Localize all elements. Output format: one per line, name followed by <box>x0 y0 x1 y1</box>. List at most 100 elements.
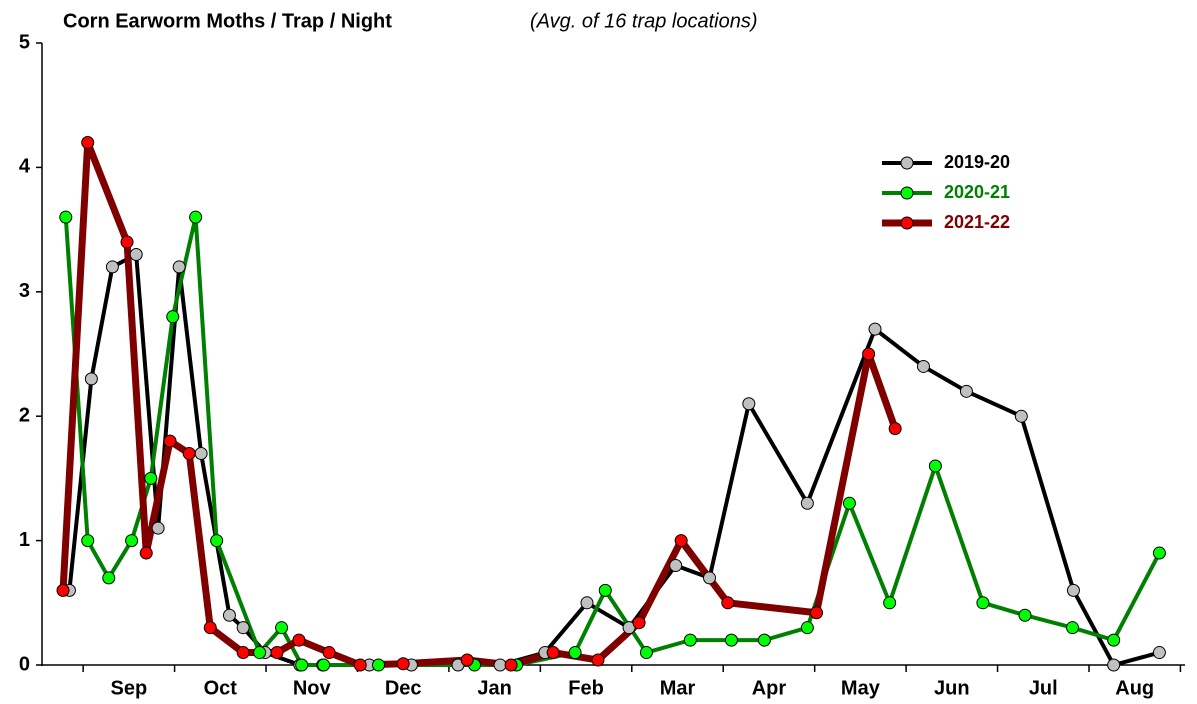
data-point <box>757 633 771 647</box>
data-point <box>275 621 289 635</box>
data-point <box>724 633 738 647</box>
x-tick-label: Dec <box>385 677 422 699</box>
y-tick-label: 1 <box>19 529 30 551</box>
data-point <box>493 658 507 672</box>
data-point <box>139 546 153 560</box>
data-point <box>598 583 612 597</box>
data-point <box>862 347 876 361</box>
data-point <box>322 646 336 660</box>
y-tick-label: 2 <box>19 404 30 426</box>
data-point <box>1066 621 1080 635</box>
data-point <box>295 658 309 672</box>
data-point <box>546 646 560 660</box>
data-point <box>222 608 236 622</box>
x-tick-label: Jul <box>1029 677 1058 699</box>
data-point <box>842 496 856 510</box>
data-point <box>916 359 930 373</box>
x-tick-label: Nov <box>293 677 332 699</box>
legend-marker <box>900 156 914 170</box>
y-tick-label: 0 <box>19 653 30 675</box>
data-point <box>868 322 882 336</box>
data-point <box>888 422 902 436</box>
legend-label: 2019-20 <box>944 152 1010 172</box>
data-point <box>189 210 203 224</box>
legend-marker <box>900 216 914 230</box>
data-point <box>396 657 410 671</box>
x-tick-label: May <box>841 677 881 699</box>
data-point <box>125 534 139 548</box>
legend-label: 2020-21 <box>944 182 1010 202</box>
data-point <box>669 558 683 572</box>
data-point <box>163 434 177 448</box>
data-point <box>800 496 814 510</box>
data-point <box>270 646 284 660</box>
data-point <box>959 384 973 398</box>
data-point <box>742 397 756 411</box>
x-tick-label: Jun <box>934 677 970 699</box>
data-point <box>928 459 942 473</box>
data-point <box>253 646 267 660</box>
legend-label: 2021-22 <box>944 212 1010 232</box>
data-point <box>210 534 224 548</box>
data-point <box>1107 633 1121 647</box>
x-tick-label: Oct <box>204 677 238 699</box>
data-point <box>460 653 474 667</box>
data-point <box>683 633 697 647</box>
data-point <box>317 658 331 672</box>
data-point <box>194 447 208 461</box>
y-tick-label: 4 <box>19 156 31 178</box>
data-point <box>203 621 217 635</box>
x-tick-label: Sep <box>111 677 148 699</box>
data-point <box>120 235 134 249</box>
series-line <box>63 215 1162 667</box>
data-point <box>59 210 73 224</box>
x-tick-label: Feb <box>568 677 604 699</box>
data-point <box>236 621 250 635</box>
chart-subtitle: (Avg. of 16 trap locations) <box>530 10 758 32</box>
data-point <box>102 571 116 585</box>
data-point <box>883 596 897 610</box>
data-point <box>151 521 165 535</box>
data-point <box>1014 409 1028 423</box>
x-tick-label: Mar <box>660 677 696 699</box>
data-point <box>800 621 814 635</box>
data-point <box>236 646 250 660</box>
data-point <box>353 658 367 672</box>
legend-marker <box>900 186 914 200</box>
data-point <box>105 260 119 274</box>
y-tick-label: 3 <box>19 280 30 302</box>
data-point <box>1152 546 1166 560</box>
data-point <box>674 534 688 548</box>
data-point <box>568 646 582 660</box>
data-point <box>81 534 95 548</box>
data-point <box>144 471 158 485</box>
data-point <box>1018 608 1032 622</box>
data-point <box>632 616 646 630</box>
data-point <box>172 260 186 274</box>
data-point <box>371 658 385 672</box>
data-point <box>129 247 143 261</box>
data-point <box>166 310 180 324</box>
data-point <box>81 136 95 150</box>
data-point <box>703 571 717 585</box>
data-point <box>639 646 653 660</box>
data-point <box>84 372 98 386</box>
data-point <box>182 447 196 461</box>
data-point <box>721 596 735 610</box>
data-point <box>1152 646 1166 660</box>
data-point <box>292 633 306 647</box>
x-tick-label: Jan <box>477 677 511 699</box>
data-point <box>809 606 823 620</box>
data-point <box>580 596 594 610</box>
data-point <box>1107 658 1121 672</box>
data-point <box>56 583 70 597</box>
data-point <box>1066 583 1080 597</box>
x-tick-label: Apr <box>752 677 787 699</box>
y-tick-label: 5 <box>19 31 30 53</box>
chart-title: Corn Earworm Moths / Trap / Night <box>63 10 392 32</box>
data-point <box>976 596 990 610</box>
series-line <box>59 139 899 669</box>
data-point <box>591 653 605 667</box>
data-point <box>504 658 518 672</box>
